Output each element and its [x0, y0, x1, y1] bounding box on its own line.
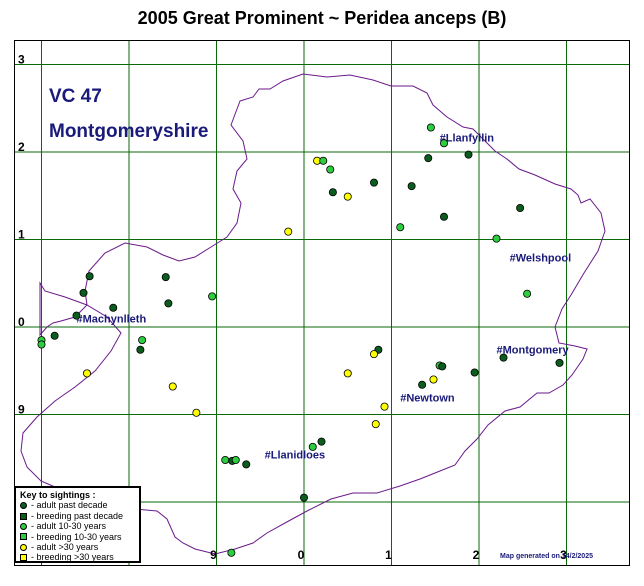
sighting-marker	[138, 336, 147, 345]
town-label: #Machynlleth	[77, 314, 147, 326]
town-label: #Llanfyllin	[440, 133, 495, 145]
sighting-marker	[79, 288, 88, 297]
town-label: #Llanidloes	[265, 449, 326, 461]
sighting-marker	[221, 455, 230, 464]
legend-item: - adult 10-30 years	[20, 521, 135, 531]
legend: Key to sightings : - adult past decade - …	[14, 486, 141, 563]
town-label: #Welshpool	[510, 252, 572, 264]
circle-marker-icon	[20, 502, 27, 510]
y-axis-label: 1	[18, 228, 25, 242]
sighting-marker	[37, 340, 46, 349]
sighting-marker	[438, 362, 447, 371]
sighting-marker	[555, 358, 564, 367]
legend-items: - adult past decade - breeding past decad…	[20, 500, 135, 562]
y-axis-label: 2	[18, 140, 25, 154]
sighting-marker	[396, 223, 405, 232]
sighting-marker	[369, 350, 378, 359]
y-axis-label: 9	[18, 403, 25, 417]
generated-date: Map generated on 14/2/2025	[500, 553, 593, 560]
sighting-marker	[192, 408, 201, 417]
legend-item: - breeding past decade	[20, 511, 135, 521]
sighting-marker	[343, 369, 352, 378]
sighting-marker	[429, 375, 438, 384]
sighting-marker	[50, 331, 59, 340]
sighting-marker	[516, 203, 525, 212]
circle-marker-icon	[20, 522, 27, 530]
sighting-marker	[439, 139, 448, 148]
sighting-marker	[407, 182, 416, 191]
legend-item: - adult >30 years	[20, 542, 135, 552]
y-axis-label: 0	[18, 315, 25, 329]
sighting-marker	[284, 227, 293, 236]
sighting-marker	[85, 272, 94, 281]
sighting-marker	[72, 311, 81, 320]
sighting-marker	[464, 150, 473, 159]
county-boundary	[20, 73, 606, 555]
legend-item-label: - breeding past decade	[31, 510, 124, 521]
x-axis-label: 2	[473, 548, 480, 562]
sighting-marker	[317, 437, 326, 446]
square-marker-icon	[20, 554, 27, 562]
y-axis-label: 3	[18, 53, 25, 67]
sighting-points	[37, 123, 564, 557]
town-label: #Montgomery	[497, 344, 570, 356]
sighting-marker	[164, 299, 173, 308]
region-code: VC 47	[49, 86, 102, 107]
square-marker-icon	[20, 533, 27, 541]
sighting-marker	[328, 188, 337, 197]
sighting-marker	[231, 455, 240, 464]
legend-item-label: - adult >30 years	[31, 542, 99, 553]
sighting-marker	[242, 460, 251, 469]
x-axis-label: 0	[298, 548, 305, 562]
sighting-marker	[308, 442, 317, 451]
circle-marker-icon	[20, 543, 27, 551]
legend-item-label: - adult 10-30 years	[31, 521, 107, 532]
sighting-marker	[161, 273, 170, 282]
sighting-marker	[426, 123, 435, 132]
sighting-marker	[424, 154, 433, 163]
legend-item: - breeding >30 years	[20, 552, 135, 562]
sighting-marker	[299, 493, 308, 502]
x-axis-label: 3	[560, 548, 567, 562]
square-marker-icon	[20, 512, 27, 520]
sighting-marker	[208, 292, 217, 301]
map-title: 2005 Great Prominent ~ Peridea anceps (B…	[137, 8, 507, 28]
sighting-marker	[168, 382, 177, 391]
legend-item-label: - breeding 10-30 years	[31, 531, 122, 542]
x-axis-label: 9	[210, 548, 217, 562]
sighting-marker	[371, 420, 380, 429]
sighting-marker	[523, 289, 532, 298]
sighting-marker	[319, 156, 328, 165]
sighting-marker	[136, 345, 145, 354]
sighting-marker	[343, 192, 352, 201]
x-axis-label: 1	[385, 548, 392, 562]
town-labels: #Llanfyllin #Welshpool #Machynlleth #Montgo…	[77, 133, 572, 462]
sighting-marker	[470, 368, 479, 377]
legend-item: - breeding 10-30 years	[20, 532, 135, 542]
sighting-marker	[499, 353, 508, 362]
sighting-marker	[227, 548, 236, 557]
legend-title: Key to sightings :	[20, 490, 96, 500]
sighting-marker	[492, 234, 501, 243]
town-label: #Newtown	[400, 392, 455, 404]
region-name: Montgomeryshire	[49, 121, 208, 142]
sighting-marker	[439, 212, 448, 221]
sighting-marker	[83, 369, 92, 378]
sighting-marker	[369, 178, 378, 187]
sighting-marker	[418, 380, 427, 389]
legend-item: - adult past decade	[20, 500, 135, 510]
sighting-marker	[380, 402, 389, 411]
legend-item-label: - adult past decade	[31, 500, 108, 511]
sighting-marker	[326, 165, 335, 174]
legend-item-label: - breeding >30 years	[31, 552, 114, 563]
sighting-marker	[109, 303, 118, 312]
